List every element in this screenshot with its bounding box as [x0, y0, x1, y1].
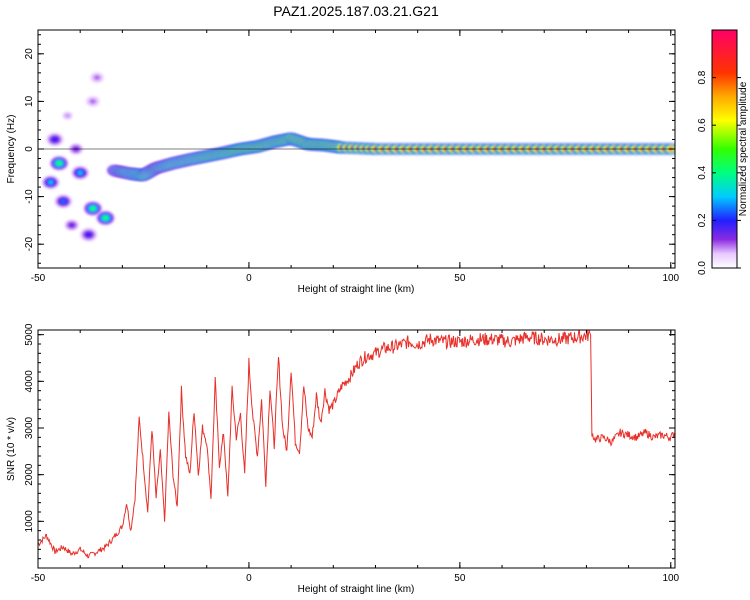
heatmap-blob-contour: [90, 206, 96, 211]
y-tick-label: 0: [24, 146, 35, 152]
y-tick-label: 20: [24, 48, 35, 60]
colorbar-frame: [711, 29, 738, 269]
heatmap-blob: [64, 219, 79, 231]
heatmap-blob: [50, 156, 69, 171]
heatmap-blob: [90, 72, 105, 84]
heatmap-blob: [85, 95, 100, 107]
spectrogram-y-axis-label: Frequency (Hz): [6, 115, 17, 184]
figure-title: PAZ1.2025.187.03.21.G21: [273, 3, 439, 19]
heatmap-blob: [71, 165, 90, 180]
colorbar-tick-label: 0.0: [697, 261, 708, 275]
heatmap-blob: [79, 227, 98, 242]
heatmap-blob-contour: [56, 161, 62, 165]
snr-frame: [37, 329, 676, 569]
y-tick-label: -20: [24, 237, 35, 252]
snr-y-axis-label: SNR (10 * v/v): [6, 417, 17, 481]
x-tick-label: 100: [662, 273, 679, 284]
colorbar-label: Normalized spectral amplitude: [738, 81, 749, 216]
heatmap-blob-contour: [103, 216, 108, 220]
snr-plot-area: [38, 330, 675, 568]
heatmap-blob-contour: [69, 223, 74, 227]
colorbar-gradient: [712, 30, 737, 268]
x-tick-label: -50: [31, 273, 46, 284]
colorbar-tick-label: 0.4: [697, 165, 708, 179]
snr-series-line: [38, 330, 675, 559]
y-tick-label: 4000: [24, 370, 35, 393]
spectrogram-panel: -50 0 50 100 -20 -10 0 10 20 Height of straight…: [6, 29, 680, 295]
y-tick-label: 5000: [24, 323, 35, 346]
snr-panel: -50 0 50 100 1000 2000 3000 4000 5000 Height of…: [6, 323, 680, 595]
spectrogram-marks: [38, 72, 675, 242]
colorbar-tick-label: 0.6: [697, 118, 708, 132]
heatmap-blob: [83, 201, 102, 216]
x-tick-label: 0: [246, 573, 252, 584]
heatmap-blob: [45, 132, 64, 147]
x-tick-label: 50: [454, 273, 466, 284]
y-tick-label: 1000: [24, 510, 35, 533]
heatmap-blob: [96, 211, 115, 226]
colorbar-ticks: 0.0 0.2 0.4 0.6 0.8: [697, 70, 741, 275]
heatmap-blob-contour: [94, 75, 100, 80]
heatmap-blob-contour: [90, 99, 96, 104]
x-tick-label: 50: [454, 573, 466, 584]
heatmap-blob: [41, 175, 60, 190]
y-tick-label: -10: [24, 189, 35, 204]
spectrogram-x-axis-label: Height of straight line (km): [298, 284, 415, 295]
heatmap-blob: [54, 194, 73, 209]
snr-y-ticks: 1000 2000 3000 4000 5000: [24, 323, 675, 569]
x-tick-label: -50: [31, 573, 46, 584]
heatmap-blob-contour: [86, 233, 91, 237]
heatmap-blob: [62, 111, 73, 120]
x-tick-label: 0: [246, 273, 252, 284]
heatmap-blob-contour: [78, 171, 83, 175]
colorbar: 0.0 0.2 0.4 0.6 0.8 Normalized spectral ampl…: [697, 29, 749, 275]
x-tick-label: 100: [662, 573, 679, 584]
heatmap-blob-contour: [65, 114, 70, 118]
y-tick-label: 2000: [24, 463, 35, 486]
spectrogram-y-ticks: -20 -10 0 10 20: [24, 34, 675, 264]
colorbar-tick-label: 0.2: [697, 213, 708, 227]
colorbar-tick-label: 0.8: [697, 70, 708, 84]
snr-x-ticks: -50 0 50 100: [31, 330, 680, 584]
y-tick-label: 3000: [24, 416, 35, 439]
heatmap-blob-contour: [61, 199, 66, 204]
spectrogram-x-ticks: -50 0 50 100: [31, 30, 680, 284]
snr-x-axis-label: Height of straight line (km): [298, 584, 415, 595]
heatmap-blob-contour: [48, 180, 53, 185]
y-tick-label: 10: [24, 95, 35, 107]
heatmap-blob-contour: [52, 137, 58, 142]
